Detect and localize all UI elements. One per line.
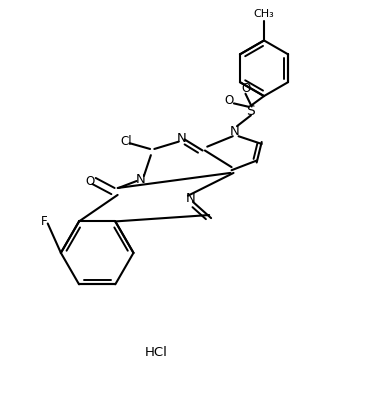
Text: O: O <box>242 82 251 95</box>
Text: CH₃: CH₃ <box>254 9 274 19</box>
Text: N: N <box>230 125 240 138</box>
Text: O: O <box>86 174 95 187</box>
Text: O: O <box>224 94 234 107</box>
Text: N: N <box>135 172 145 186</box>
Text: N: N <box>177 133 187 145</box>
Text: N: N <box>186 192 196 205</box>
Text: HCl: HCl <box>144 347 167 359</box>
Text: Cl: Cl <box>120 135 131 148</box>
Text: F: F <box>40 216 47 229</box>
Text: S: S <box>247 104 255 118</box>
